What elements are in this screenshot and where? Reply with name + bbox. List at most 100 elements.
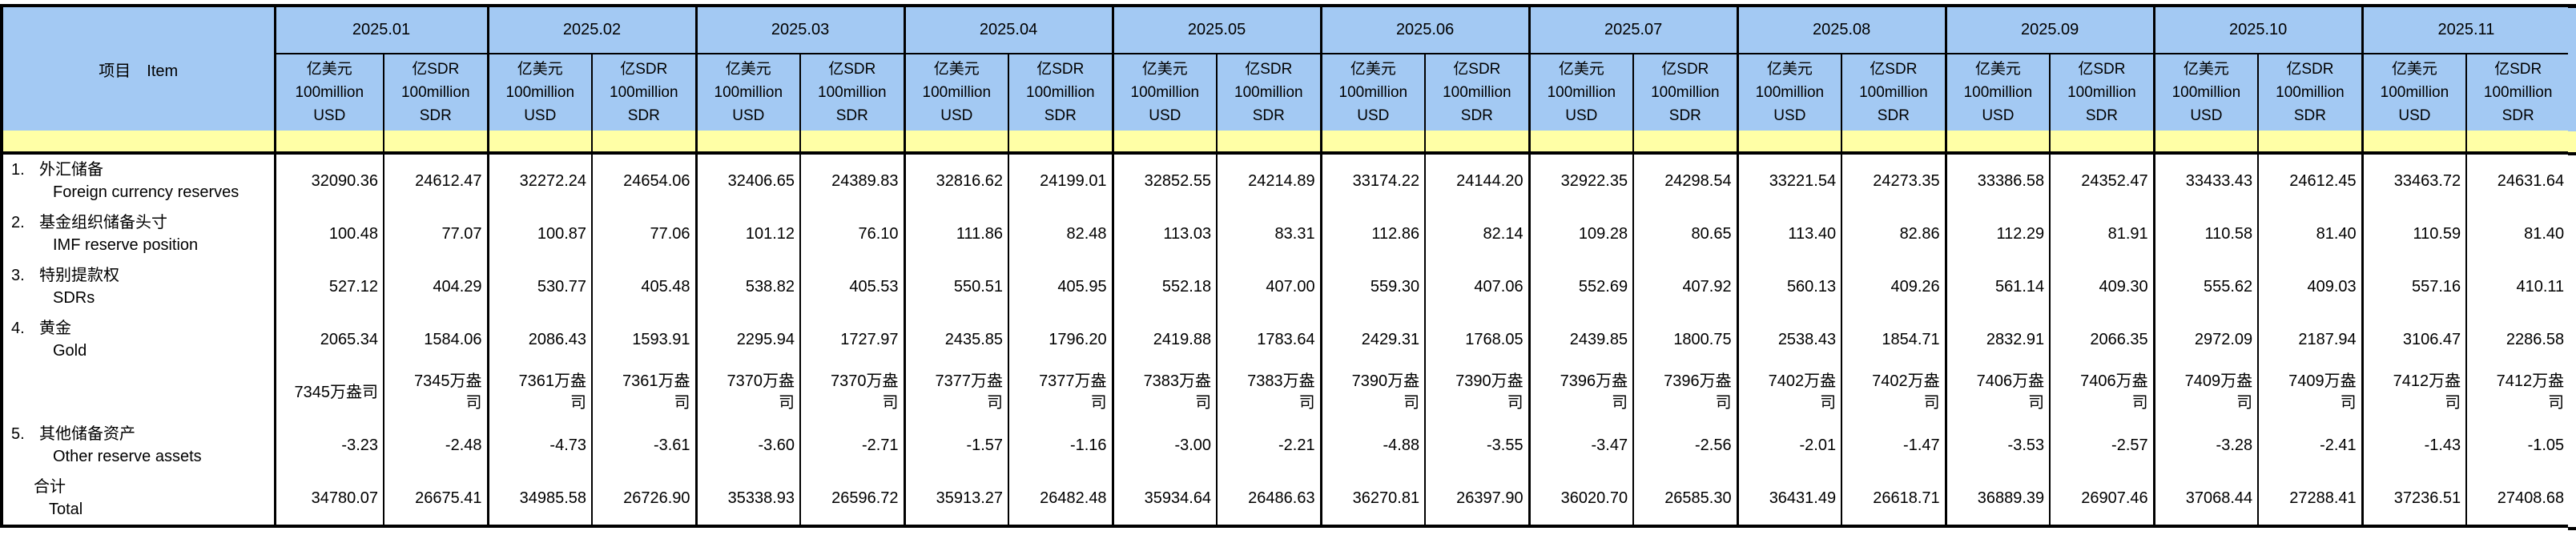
gold-ounces-cell: 7361万盎司 — [486, 366, 593, 419]
value-cell-usd: -1.57 — [903, 419, 1009, 472]
value-cell-sdr: 27408.68 — [2465, 472, 2571, 526]
row-number: 3. — [11, 267, 25, 284]
unit-header-line: SDR — [1460, 107, 1493, 124]
strip-cell — [903, 131, 1009, 155]
value-cell-sdr: 1796.20 — [1008, 313, 1113, 366]
unit-header-sdr: 亿SDR 100million SDR — [2257, 54, 2363, 131]
unit-header-line: 100million — [2171, 84, 2241, 101]
strip-cell — [2361, 131, 2467, 155]
gold-ounces-cell: 7412万盎司 — [2361, 366, 2467, 419]
row-label-zh: 合计 — [34, 478, 66, 496]
gold-ounces-value: 7370万盎司 — [831, 372, 899, 412]
unit-header-line: USD — [1357, 107, 1390, 124]
cutoff-column-sliver — [2568, 4, 2576, 530]
gold-ounces-cell: 7402万盎司 — [1841, 366, 1946, 419]
value-cell-usd: 110.59 — [2361, 207, 2467, 260]
unit-header-line: SDR — [835, 107, 868, 124]
month-header: 2025.09 — [1944, 6, 2155, 54]
gold-ounces-cell: 7370万盎司 — [799, 366, 905, 419]
gold-ounces-value: 7370万盎司 — [727, 372, 795, 412]
value-cell-usd: -3.60 — [694, 419, 801, 472]
unit-header-line: 亿美元 — [725, 61, 771, 78]
value-cell-sdr: -2.56 — [1632, 419, 1738, 472]
value-cell-sdr: -2.21 — [1216, 419, 1322, 472]
gold-ounces-value: 7409万盎司 — [2288, 372, 2357, 412]
unit-header-line: SDR — [1877, 107, 1910, 124]
unit-header-row: 亿美元 100million USD 亿SDR 100million SDR 亿美元 100m… — [2, 54, 2571, 131]
unit-header-line: 100million — [1026, 84, 1095, 101]
gold-ounces-value: 7383万盎司 — [1247, 372, 1315, 412]
value-cell-sdr: 24631.64 — [2465, 153, 2571, 207]
gold-ounces-cell: 7345万盎司 — [273, 366, 384, 419]
value-cell-usd: 34780.07 — [273, 472, 384, 526]
value-cell-usd: 550.51 — [903, 260, 1009, 313]
unit-header-line: 亿SDR — [1453, 61, 1501, 78]
row-label-zh: 特别提款权 — [39, 267, 119, 284]
value-cell-usd: -3.00 — [1111, 419, 1218, 472]
value-cell-usd: 34985.58 — [486, 472, 593, 526]
strip-cell — [694, 131, 801, 155]
gold-ounces-value: 7390万盎司 — [1351, 372, 1420, 412]
value-cell-usd: 33463.72 — [2361, 153, 2467, 207]
unit-header-line: SDR — [419, 107, 452, 124]
month-header: 2025.02 — [486, 6, 697, 54]
strip-cell — [2257, 131, 2363, 155]
gold-ounces-value: 7390万盎司 — [1455, 372, 1523, 412]
gold-ounces-cell: 7383万盎司 — [1216, 366, 1322, 419]
value-cell-usd: 32816.62 — [903, 153, 1009, 207]
value-cell-usd: 101.12 — [694, 207, 801, 260]
unit-header-line: 100million — [1547, 84, 1616, 101]
unit-header-line: 100million — [2276, 84, 2345, 101]
unit-header-line: USD — [2190, 107, 2223, 124]
unit-header-sdr: 亿SDR 100million SDR — [1841, 54, 1946, 131]
value-cell-usd: 37068.44 — [2152, 472, 2259, 526]
gold-ounces-value: 7396万盎司 — [1664, 372, 1732, 412]
value-cell-usd: 111.86 — [903, 207, 1009, 260]
row-label-line-zh: 合计 — [3, 476, 274, 498]
row-label-zh: 基金组织储备头寸 — [39, 214, 167, 231]
row-label-zh: 其他储备资产 — [39, 425, 135, 443]
value-cell-sdr: -1.47 — [1841, 419, 1946, 472]
value-cell-usd: 35934.64 — [1111, 472, 1218, 526]
unit-header-line: 亿美元 — [2391, 61, 2437, 78]
unit-header-line: USD — [1149, 107, 1181, 124]
value-cell-usd: 560.13 — [1736, 260, 1842, 313]
unit-header-line: 100million — [1234, 84, 1303, 101]
value-cell-sdr: 80.65 — [1632, 207, 1738, 260]
unit-header-line: 亿美元 — [306, 61, 352, 78]
unit-header-line: USD — [313, 107, 346, 124]
month-header: 2025.10 — [2152, 6, 2363, 54]
gold-ounces-cell: 7361万盎司 — [591, 366, 697, 419]
unit-header-line: 100million — [922, 84, 992, 101]
value-cell-sdr: 81.91 — [2049, 207, 2155, 260]
unit-header-line: 亿SDR — [828, 61, 876, 78]
row-label-line-zh: 3. 特别提款权 — [3, 264, 274, 287]
month-header-row: 项目 Item 2025.01 2025.02 2025.03 2025.04 2025.… — [2, 6, 2571, 131]
value-cell-usd: -2.01 — [1736, 419, 1842, 472]
unit-header-line: 亿美元 — [1141, 61, 1188, 78]
value-cell-usd: 2832.91 — [1944, 313, 2051, 366]
value-cell-sdr: 26397.90 — [1424, 472, 1530, 526]
unit-header-sdr: 亿SDR 100million SDR — [799, 54, 905, 131]
item-row: 5. 其他储备资产 Other reserve assets -3.23 -2.48 -4… — [2, 419, 2571, 472]
value-cell-sdr: -2.71 — [799, 419, 905, 472]
strip-cell — [2, 131, 276, 155]
item-row: 1. 外汇储备 Foreign currency reserves 32090.36 2… — [2, 153, 2571, 207]
gold-ounces-cell: 7370万盎司 — [694, 366, 801, 419]
value-cell-usd: -1.43 — [2361, 419, 2467, 472]
value-cell-usd: 552.18 — [1111, 260, 1218, 313]
gold-ounces-value: 7345万盎司 — [414, 372, 482, 412]
item-header-cell: 项目 Item — [2, 6, 276, 131]
value-cell-usd: 32852.55 — [1111, 153, 1218, 207]
value-cell-sdr: 407.92 — [1632, 260, 1738, 313]
value-cell-usd: 109.28 — [1527, 207, 1634, 260]
unit-header-usd: 亿美元 100million USD — [1319, 54, 1426, 131]
month-header: 2025.08 — [1736, 6, 1946, 54]
item-row: 3. 特别提款权 SDRs 527.12 404.29 530.77 405.48 538.8… — [2, 260, 2571, 313]
value-cell-usd: 36270.81 — [1319, 472, 1426, 526]
value-cell-sdr: 409.30 — [2049, 260, 2155, 313]
month-header: 2025.06 — [1319, 6, 1530, 54]
unit-header-sdr: 亿SDR 100million SDR — [1216, 54, 1322, 131]
value-cell-usd: 110.58 — [2152, 207, 2259, 260]
